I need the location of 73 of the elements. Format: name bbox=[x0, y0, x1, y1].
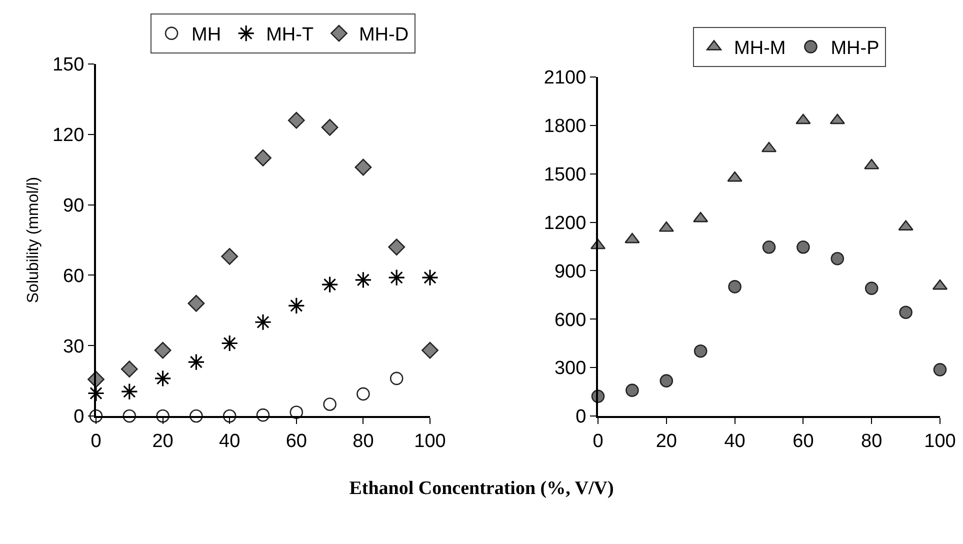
point bbox=[864, 158, 880, 170]
point bbox=[693, 212, 708, 222]
point bbox=[390, 372, 404, 386]
point bbox=[154, 370, 172, 388]
x-tick-label: 0 bbox=[90, 430, 102, 452]
point bbox=[796, 114, 811, 124]
legend-label: MH-T bbox=[266, 24, 314, 46]
point bbox=[356, 387, 370, 401]
point bbox=[864, 282, 878, 295]
point bbox=[626, 384, 639, 397]
legend-label: MH-D bbox=[358, 24, 409, 46]
x-tick-label: 80 bbox=[352, 430, 374, 452]
x-tick-label: 0 bbox=[592, 430, 604, 452]
point bbox=[288, 297, 305, 314]
point bbox=[727, 171, 742, 182]
point bbox=[830, 252, 844, 266]
x-axis-title: Ethanol Concentration (%, V/V) bbox=[348, 478, 615, 500]
y-tick-label: 300 bbox=[554, 358, 586, 380]
x-tick-label: 40 bbox=[219, 430, 240, 452]
point bbox=[899, 306, 912, 320]
y-tick-label: 90 bbox=[63, 195, 84, 216]
point bbox=[728, 280, 742, 294]
legend-label: MH-M bbox=[734, 38, 786, 60]
x-tick-label: 60 bbox=[286, 430, 307, 452]
x-tick-label: 20 bbox=[152, 430, 174, 452]
x-tick-label: 40 bbox=[724, 430, 746, 452]
point bbox=[221, 334, 238, 352]
y-tick-label: 2100 bbox=[544, 68, 586, 89]
point bbox=[154, 342, 172, 359]
point bbox=[323, 398, 336, 411]
point bbox=[694, 344, 708, 358]
y-tick-label: 150 bbox=[52, 54, 84, 76]
point bbox=[254, 149, 272, 166]
point bbox=[933, 363, 947, 376]
x-tick-label: 20 bbox=[656, 430, 677, 452]
point bbox=[288, 112, 305, 129]
legend-label: MH bbox=[192, 24, 222, 46]
point bbox=[624, 232, 640, 244]
y-tick-label: 1800 bbox=[544, 116, 586, 138]
x-tick-label: 80 bbox=[861, 430, 882, 452]
point bbox=[762, 240, 776, 254]
y-tick-label: 900 bbox=[554, 261, 586, 282]
point bbox=[354, 158, 372, 176]
legend-label: MH-P bbox=[830, 38, 880, 60]
x-tick-label: 100 bbox=[924, 430, 956, 452]
y-tick-label: 0 bbox=[74, 406, 84, 428]
y-tick-label: 30 bbox=[63, 336, 84, 358]
x-tick-label: 100 bbox=[414, 430, 446, 452]
point bbox=[254, 314, 272, 331]
y-tick-label: 120 bbox=[52, 125, 84, 146]
point bbox=[120, 360, 138, 378]
point bbox=[830, 114, 845, 124]
y-tick-label: 60 bbox=[63, 266, 84, 287]
point bbox=[388, 238, 406, 256]
point bbox=[221, 248, 238, 265]
point bbox=[120, 382, 138, 400]
y-tick-label: 600 bbox=[554, 310, 586, 331]
point bbox=[796, 240, 810, 254]
point bbox=[421, 268, 439, 286]
y-tick-label: 1200 bbox=[544, 212, 586, 234]
point bbox=[188, 353, 205, 371]
y-tick-label: 1500 bbox=[544, 164, 586, 186]
point bbox=[422, 342, 438, 359]
point bbox=[388, 268, 406, 286]
y-tick-label: 0 bbox=[576, 406, 586, 428]
point bbox=[321, 276, 338, 294]
point bbox=[188, 294, 205, 312]
point bbox=[658, 221, 674, 232]
x-tick-label: 60 bbox=[792, 430, 814, 452]
point bbox=[660, 374, 674, 388]
point bbox=[354, 271, 372, 288]
y-axis-title: Solubility (mmol/l) bbox=[24, 176, 42, 304]
point bbox=[321, 118, 338, 136]
